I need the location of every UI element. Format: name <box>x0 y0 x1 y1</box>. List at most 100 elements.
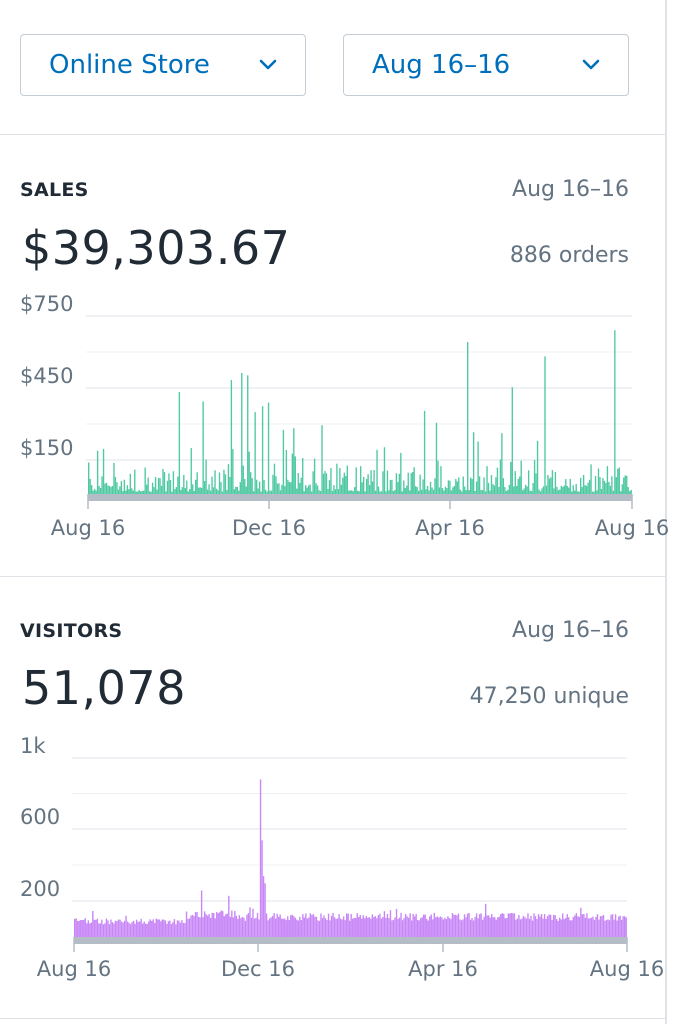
chart-bar <box>549 914 552 937</box>
chart-bar <box>607 919 609 937</box>
chart-bar <box>477 441 479 494</box>
chart-bar <box>616 920 618 937</box>
chart-bar <box>421 917 423 937</box>
chart-bar <box>235 486 237 494</box>
chart-bar <box>595 916 597 937</box>
chart-bar <box>529 490 531 494</box>
chart-bar <box>163 472 166 494</box>
chart-bar <box>314 916 316 937</box>
chart-bar <box>134 923 136 937</box>
chart-bar <box>358 916 360 937</box>
chart-bar <box>297 920 300 937</box>
y-tick-label: $750 <box>20 292 73 316</box>
chart-bar <box>255 917 257 937</box>
chart-bar <box>605 482 607 494</box>
chart-bar <box>262 876 265 937</box>
chart-bar <box>113 462 115 494</box>
chart-bar <box>315 483 317 494</box>
chart-bar <box>256 912 259 937</box>
section-divider <box>0 576 665 577</box>
chart-bar <box>447 480 450 494</box>
chart-bar <box>285 449 288 494</box>
chart-bar <box>223 916 225 937</box>
chart-bar <box>484 491 487 494</box>
chart-bar <box>487 482 490 494</box>
chart-bar <box>365 915 367 937</box>
chart-bar <box>491 914 493 937</box>
chart-bar <box>468 912 470 937</box>
chart-bar <box>291 453 293 494</box>
chart-bar <box>293 916 295 937</box>
chart-bar <box>197 916 200 937</box>
chart-bar <box>410 473 412 494</box>
chart-bar <box>190 448 192 494</box>
chart-bar <box>519 476 521 494</box>
chart-bar <box>569 920 571 937</box>
chart-bar <box>467 342 469 494</box>
chart-bar <box>569 478 571 494</box>
chart-bar <box>469 477 472 494</box>
chart-bar <box>462 476 464 494</box>
chart-bar <box>268 918 271 937</box>
chart-bar <box>492 484 494 494</box>
chart-bar <box>575 483 577 494</box>
chart-bar <box>195 479 197 494</box>
chart-bar <box>184 923 186 937</box>
chart-bar <box>565 479 567 494</box>
date-range-dropdown[interactable]: Aug 16–16 <box>343 34 629 96</box>
chart-bar <box>272 474 274 494</box>
chart-bar <box>574 490 576 494</box>
chart-bar <box>547 475 549 494</box>
chart-bar <box>487 915 490 937</box>
x-tick-label: Aug 16 <box>590 957 664 981</box>
chart-bar <box>214 918 216 937</box>
chart-bar <box>424 914 426 937</box>
chart-bar <box>575 913 578 937</box>
chart-bar <box>233 489 236 494</box>
chart-bar <box>401 491 403 494</box>
channel-dropdown[interactable]: Online Store <box>20 34 306 96</box>
chart-bar <box>578 491 580 494</box>
chart-bar <box>154 477 157 494</box>
chart-bar <box>83 919 85 937</box>
chart-bar <box>368 917 371 937</box>
chart-bar <box>254 412 256 494</box>
chart-bar <box>598 919 600 937</box>
chart-bar <box>163 919 165 937</box>
chart-bar <box>251 478 253 494</box>
chart-bar <box>267 402 270 494</box>
chart-bar <box>211 476 213 494</box>
chart-bar <box>525 918 528 937</box>
chart-bar <box>419 474 421 494</box>
chart-bar <box>132 490 134 494</box>
chart-bar <box>217 913 219 937</box>
chart-bar <box>624 475 626 494</box>
chart-bar <box>509 913 511 937</box>
chart-bar <box>450 919 452 937</box>
chart-bar <box>620 919 623 937</box>
chart-bar <box>215 488 218 494</box>
chart-bar <box>435 917 437 937</box>
y-tick-label: 200 <box>20 877 60 901</box>
chart-bar <box>220 910 222 937</box>
chart-bar <box>453 485 456 494</box>
chart-bar <box>105 918 108 937</box>
chart-bar <box>116 921 118 937</box>
chart-bar <box>429 916 431 937</box>
chart-bar <box>391 479 393 494</box>
chart-bar <box>354 487 356 494</box>
chart-bar <box>516 485 518 494</box>
chart-bar <box>587 482 589 494</box>
chart-bar <box>191 914 194 937</box>
chart-bar <box>131 922 133 937</box>
chart-bar <box>423 410 426 494</box>
chart-bar <box>436 916 439 937</box>
chart-bar <box>338 914 340 937</box>
chart-bar <box>498 487 500 494</box>
chart-bar <box>430 914 432 937</box>
chart-bar <box>263 480 265 494</box>
chart-bar <box>99 923 102 937</box>
chart-bar <box>442 919 445 937</box>
chart-bar <box>222 911 224 937</box>
chart-bar <box>95 490 97 494</box>
